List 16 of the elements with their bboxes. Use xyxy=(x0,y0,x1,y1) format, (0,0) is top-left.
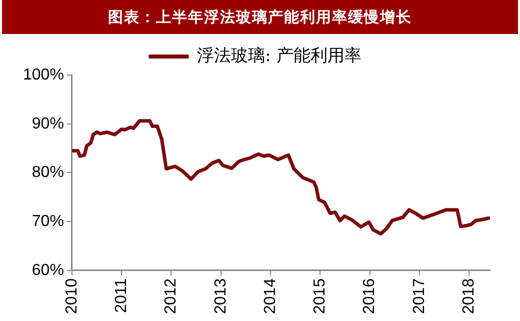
y-tick-label: 80% xyxy=(32,164,64,182)
x-tick-label: 2016 xyxy=(361,278,378,314)
x-tick-label: 2014 xyxy=(262,278,279,314)
x-tick-label: 2011 xyxy=(112,278,130,313)
y-tick-label: 60% xyxy=(32,262,64,279)
x-tick-label: 2013 xyxy=(212,278,230,314)
y-tick-label: 70% xyxy=(32,212,64,230)
y-tick-label: 90% xyxy=(32,115,64,132)
x-tick-label: 2015 xyxy=(312,278,329,314)
x-tick-label: 2010 xyxy=(63,278,80,314)
x-tick-label: 2012 xyxy=(162,278,180,314)
x-tick-label: 2018 xyxy=(460,278,478,314)
chart-title: 图表：上半年浮法玻璃产能利用率缓慢增长 xyxy=(2,0,518,34)
y-tick-label: 100% xyxy=(23,66,64,84)
x-tick-label: 2017 xyxy=(410,278,428,314)
legend-label: 浮法玻璃: 产能利用率 xyxy=(197,46,362,66)
